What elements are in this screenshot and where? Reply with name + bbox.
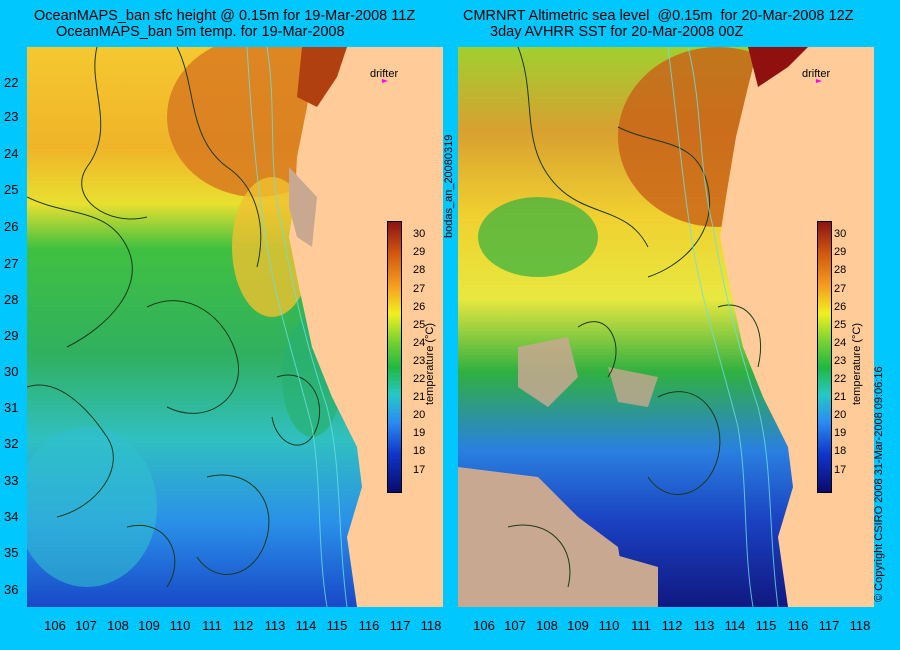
right-colorbar-label: temperature (°C) [851, 322, 863, 405]
colorbar-tick: 24 [413, 337, 426, 349]
lon-label: 109 [567, 618, 589, 633]
lon-label: 116 [787, 618, 809, 633]
lat-label: 26 [4, 219, 19, 234]
colorbar-tick: 17 [413, 464, 426, 476]
lat-label: 28 [4, 292, 19, 307]
lat-label: 30 [4, 364, 19, 379]
colorbar-tick: 22 [834, 373, 847, 385]
lon-label: 107 [75, 618, 97, 633]
lon-label: 111 [631, 618, 651, 633]
lat-label: 24 [4, 146, 19, 161]
lon-label: 110 [169, 618, 191, 633]
left-title-line1: OceanMAPS_ban sfc height @ 0.15m for 19-… [34, 8, 416, 24]
colorbar-tick: 21 [834, 391, 847, 403]
copyright-vertical-label: © Copyright CSIRO 2008 31-Mar-2008 09:06… [873, 366, 885, 602]
colorbar-tick: 25 [413, 319, 426, 331]
lon-label: 116 [358, 618, 380, 633]
colorbar-tick: 24 [834, 337, 847, 349]
lat-label: 27 [4, 256, 19, 271]
left-colorbar [387, 221, 402, 493]
colorbar-tick: 19 [834, 427, 847, 439]
lon-label: 109 [138, 618, 160, 633]
right-title-line1: CMRNRT Altimetric sea level @0.15m for 2… [463, 8, 854, 24]
lat-label: 23 [4, 109, 19, 124]
lon-label: 112 [661, 618, 683, 633]
colorbar-tick: 30 [834, 228, 847, 240]
colorbar-tick: 18 [413, 445, 426, 457]
colorbar-tick: 30 [413, 228, 426, 240]
colorbar-tick: 29 [834, 246, 847, 258]
colorbar-tick: 20 [834, 409, 847, 421]
lat-label: 29 [4, 328, 19, 343]
lon-label: 108 [107, 618, 129, 633]
lon-label: 115 [326, 618, 348, 633]
colorbar-tick: 22 [413, 373, 426, 385]
left-colorbar-label: temperature (°C) [424, 322, 436, 405]
colorbar-tick: 27 [413, 283, 426, 295]
right-drifter-label: drifter [802, 68, 831, 80]
lon-label: 118 [849, 618, 871, 633]
lat-label: 32 [4, 436, 19, 451]
colorbar-tick: 28 [834, 264, 847, 276]
dataset-vertical-label: bodas_an_20080319 [443, 134, 455, 238]
lon-label: 107 [504, 618, 526, 633]
colorbar-tick: 25 [834, 319, 847, 331]
lat-label: 35 [4, 545, 19, 560]
colorbar-tick: 19 [413, 427, 426, 439]
lon-label: 113 [264, 618, 286, 633]
colorbar-tick: 23 [834, 355, 847, 367]
colorbar-tick: 21 [413, 391, 426, 403]
colorbar-tick: 26 [834, 301, 847, 313]
left-drifter-label: drifter [370, 68, 399, 80]
lon-label: 110 [598, 618, 620, 633]
colorbar-tick: 29 [413, 246, 426, 258]
colorbar-tick: 27 [834, 283, 847, 295]
lat-label: 25 [4, 182, 19, 197]
lon-label: 112 [232, 618, 254, 633]
colorbar-tick: 18 [834, 445, 847, 457]
right-colorbar [817, 221, 832, 493]
lat-label: 31 [4, 400, 19, 415]
colorbar-tick: 20 [413, 409, 426, 421]
lon-label: 106 [473, 618, 495, 633]
lon-label: 114 [295, 618, 317, 633]
lon-label: 115 [755, 618, 777, 633]
lon-label: 114 [724, 618, 746, 633]
right-map [458, 47, 874, 607]
lat-label: 22 [4, 75, 19, 90]
lat-label: 34 [4, 509, 19, 524]
lon-label: 117 [389, 618, 411, 633]
left-map [27, 47, 443, 607]
colorbar-tick: 23 [413, 355, 426, 367]
lon-label: 106 [44, 618, 66, 633]
lon-label: 111 [202, 618, 222, 633]
lon-label: 113 [693, 618, 715, 633]
lat-label: 36 [4, 582, 19, 597]
lon-label: 118 [420, 618, 442, 633]
lon-label: 117 [818, 618, 840, 633]
colorbar-tick: 17 [834, 464, 847, 476]
colorbar-tick: 28 [413, 264, 426, 276]
colorbar-tick: 26 [413, 301, 426, 313]
lat-label: 33 [4, 473, 19, 488]
left-title-line2: OceanMAPS_ban 5m temp. for 19-Mar-2008 [56, 24, 345, 40]
right-title-line2: 3day AVHRR SST for 20-Mar-2008 00Z [490, 24, 744, 40]
lon-label: 108 [536, 618, 558, 633]
